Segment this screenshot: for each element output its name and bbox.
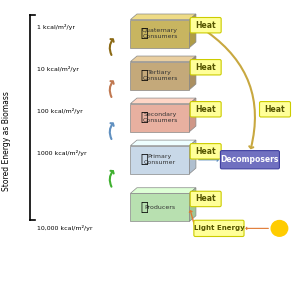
FancyBboxPatch shape	[220, 151, 279, 169]
FancyBboxPatch shape	[190, 59, 221, 75]
Polygon shape	[189, 14, 196, 48]
FancyBboxPatch shape	[190, 143, 221, 159]
Text: Heat: Heat	[265, 105, 285, 114]
Text: Heat: Heat	[195, 63, 216, 72]
Polygon shape	[130, 140, 196, 146]
Text: Producers: Producers	[144, 205, 175, 210]
Polygon shape	[189, 140, 196, 174]
Text: 10 kcal/m²/yr: 10 kcal/m²/yr	[38, 66, 80, 72]
Polygon shape	[130, 188, 196, 193]
Polygon shape	[130, 193, 189, 221]
Polygon shape	[130, 146, 189, 174]
Text: 🌿: 🌿	[140, 201, 148, 214]
FancyBboxPatch shape	[260, 102, 290, 117]
Polygon shape	[130, 62, 189, 90]
Polygon shape	[130, 56, 196, 62]
Text: Heat: Heat	[195, 147, 216, 156]
Text: 10,000 kcal/m²/yr: 10,000 kcal/m²/yr	[38, 225, 93, 231]
Text: Decomposers: Decomposers	[221, 155, 279, 164]
Text: 🦗: 🦗	[140, 153, 148, 166]
Text: Heat: Heat	[195, 105, 216, 114]
Text: 1000 kcal/m²/yr: 1000 kcal/m²/yr	[38, 150, 87, 156]
Polygon shape	[130, 104, 189, 132]
Text: 🦅: 🦅	[140, 27, 148, 40]
Text: 🐍: 🐍	[140, 69, 148, 82]
Text: Secondary
Consumers: Secondary Consumers	[142, 112, 178, 123]
FancyBboxPatch shape	[190, 18, 221, 33]
Text: Primary
Consumer: Primary Consumer	[144, 154, 176, 165]
Polygon shape	[130, 14, 196, 20]
FancyBboxPatch shape	[190, 102, 221, 117]
Polygon shape	[189, 56, 196, 90]
Text: Quaternary
Consumers: Quaternary Consumers	[142, 28, 178, 39]
Text: Tertiary
Consumers: Tertiary Consumers	[142, 70, 178, 81]
FancyBboxPatch shape	[194, 220, 244, 237]
Text: Heat: Heat	[195, 21, 216, 30]
Text: Stored Energy as Biomass: Stored Energy as Biomass	[2, 92, 11, 191]
Circle shape	[271, 220, 288, 236]
Text: 1 kcal/m²/yr: 1 kcal/m²/yr	[38, 23, 76, 30]
Text: Light Energy: Light Energy	[194, 225, 244, 231]
Polygon shape	[189, 188, 196, 221]
Text: 100 kcal/m²/yr: 100 kcal/m²/yr	[38, 108, 83, 114]
Text: 🐸: 🐸	[140, 111, 148, 124]
FancyBboxPatch shape	[190, 191, 221, 207]
Text: Heat: Heat	[195, 194, 216, 203]
Polygon shape	[130, 98, 196, 104]
Polygon shape	[130, 20, 189, 48]
Polygon shape	[189, 98, 196, 132]
